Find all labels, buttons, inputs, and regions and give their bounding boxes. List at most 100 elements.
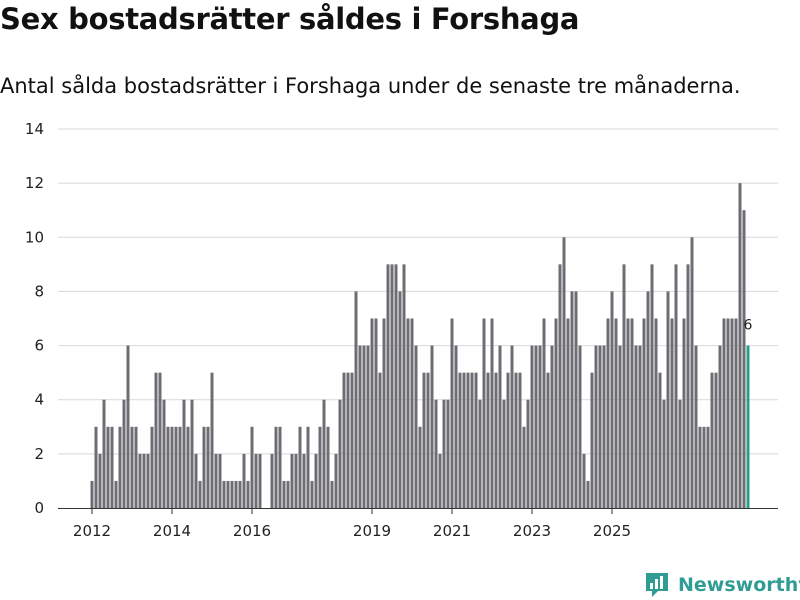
- bar: [434, 399, 438, 508]
- bar: [394, 264, 398, 508]
- bar: [738, 183, 742, 508]
- bar: [174, 426, 178, 508]
- bar: [406, 318, 410, 508]
- bar: [410, 318, 414, 508]
- x-tick-label: 2016: [233, 522, 271, 540]
- bar: [622, 264, 626, 508]
- bar: [274, 426, 278, 508]
- bar: [494, 372, 498, 508]
- bar: [246, 480, 250, 508]
- y-tick-label: 4: [34, 391, 44, 409]
- bar: [358, 345, 362, 508]
- newsworthy-logo-icon: [646, 573, 668, 597]
- bar: [686, 264, 690, 508]
- bar: [662, 399, 666, 508]
- bar: [566, 318, 570, 508]
- last-value-label: 6: [744, 318, 753, 334]
- bar: [294, 453, 298, 508]
- bar: [534, 345, 538, 508]
- bar: [558, 264, 562, 508]
- bar: [602, 345, 606, 508]
- bar: [458, 372, 462, 508]
- bar: [714, 372, 718, 508]
- bar: [138, 453, 142, 508]
- bar: [114, 480, 118, 508]
- bar: [222, 480, 226, 508]
- bar: [270, 453, 274, 508]
- x-tick-label: 2021: [433, 522, 471, 540]
- bar: [338, 399, 342, 508]
- bar: [330, 480, 334, 508]
- bar: [490, 318, 494, 508]
- y-tick-label: 8: [34, 282, 44, 300]
- bar: [162, 399, 166, 508]
- bar: [454, 345, 458, 508]
- bar: [742, 210, 746, 508]
- bar: [574, 291, 578, 508]
- bar: [670, 318, 674, 508]
- bar: [182, 399, 186, 508]
- y-tick-label: 12: [25, 174, 44, 192]
- bar: [166, 426, 170, 508]
- bar: [538, 345, 542, 508]
- bar: [242, 453, 246, 508]
- bar: [462, 372, 466, 508]
- bar: [306, 426, 310, 508]
- bar: [614, 318, 618, 508]
- x-tick-label: 2023: [513, 522, 551, 540]
- bar: [514, 372, 518, 508]
- chart-title: Sex bostadsrätter såldes i Forshaga: [0, 2, 580, 36]
- bar: [238, 480, 242, 508]
- bar: [210, 372, 214, 508]
- bar: [502, 399, 506, 508]
- bar: [402, 264, 406, 508]
- bar: [342, 372, 346, 508]
- bar: [658, 372, 662, 508]
- bar: [498, 345, 502, 508]
- bar: [366, 345, 370, 508]
- bar: [678, 399, 682, 508]
- bar: [206, 426, 210, 508]
- bar: [390, 264, 394, 508]
- bar: [170, 426, 174, 508]
- bar: [450, 318, 454, 508]
- bar: [198, 480, 202, 508]
- bar: [438, 453, 442, 508]
- bar: [722, 318, 726, 508]
- bar: [594, 345, 598, 508]
- bar: [478, 399, 482, 508]
- bar: [362, 345, 366, 508]
- bar: [518, 372, 522, 508]
- bar: [302, 453, 306, 508]
- bar: [486, 372, 490, 508]
- bar: [322, 399, 326, 508]
- bar: [650, 264, 654, 508]
- bar: [146, 453, 150, 508]
- bar: [706, 426, 710, 508]
- bar: [598, 345, 602, 508]
- bar: [326, 426, 330, 508]
- bar: [634, 345, 638, 508]
- gridlines: [58, 128, 778, 455]
- bar: [550, 345, 554, 508]
- brand-name: Newsworthy: [678, 574, 800, 596]
- bar: [354, 291, 358, 508]
- y-tick-label: 14: [25, 120, 44, 138]
- bar: [398, 291, 402, 508]
- bar: [618, 345, 622, 508]
- bar: [718, 345, 722, 508]
- bar: [562, 237, 566, 509]
- bar: [430, 345, 434, 508]
- bar: [530, 345, 534, 508]
- bar: [126, 345, 130, 508]
- bar: [638, 345, 642, 508]
- bar: [130, 426, 134, 508]
- bar: [190, 399, 194, 508]
- chart-subtitle: Antal sålda bostadsrätter i Forshaga und…: [0, 74, 741, 98]
- labels: 0 2 4 6 8 10 12 14 2012 2014 2016 2019 2021 2023 2025 6: [25, 120, 753, 540]
- bar: [102, 399, 106, 508]
- bar: [318, 426, 322, 508]
- bar: [110, 426, 114, 508]
- bar: [286, 480, 290, 508]
- bar: [546, 372, 550, 508]
